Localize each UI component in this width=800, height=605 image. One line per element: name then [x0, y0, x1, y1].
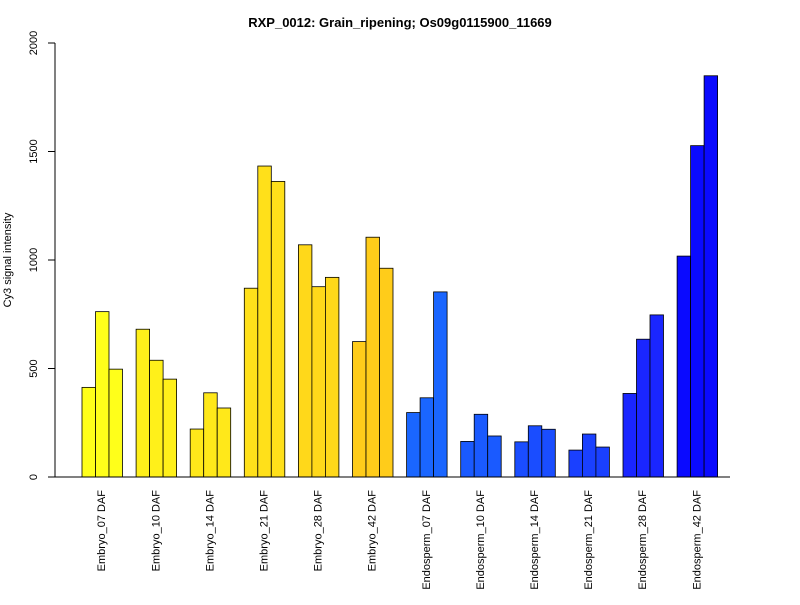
bar	[419, 397, 435, 478]
x-axis: Embryo_07 DAF Embryo_10 DAF Embryo_14 DAF E…	[55, 476, 730, 590]
bar	[582, 433, 597, 478]
bar	[433, 291, 448, 478]
x-tick-label: Endosperm_07 DAF	[421, 490, 433, 590]
y-tick-label: 500	[28, 359, 40, 377]
bars	[81, 75, 718, 478]
bar	[81, 386, 96, 478]
bar	[270, 181, 286, 478]
chart-title: RXP_0012: Grain_ripening; Os09g0115900_1…	[248, 15, 552, 30]
bar	[636, 338, 651, 478]
y-axis-label: Cy3 signal intensity	[2, 212, 14, 307]
bar	[541, 428, 556, 478]
bar	[216, 407, 232, 478]
x-tick-label: Endosperm_10 DAF	[475, 490, 487, 590]
bar	[297, 244, 313, 478]
x-tick-label: Embryo_21 DAF	[258, 490, 270, 572]
bar	[676, 255, 691, 478]
bar	[135, 328, 151, 478]
y-tick-label: 1000	[28, 248, 40, 272]
x-tick-label: Embryo_14 DAF	[204, 490, 216, 572]
bar	[162, 378, 178, 478]
bar	[108, 368, 123, 478]
bar	[595, 446, 610, 478]
y-tick-label: 2000	[28, 31, 40, 55]
bar	[527, 425, 543, 478]
bar	[622, 393, 637, 478]
bar	[324, 276, 340, 478]
x-tick-label: Endosperm_21 DAF	[583, 490, 595, 590]
bar	[352, 341, 367, 478]
bar	[568, 449, 583, 478]
bar	[149, 359, 164, 478]
bar	[95, 311, 110, 478]
x-tick-label: Embryo_07 DAF	[96, 490, 108, 572]
bar	[514, 441, 529, 478]
x-tick-label: Embryo_10 DAF	[150, 490, 162, 572]
bar	[257, 165, 272, 478]
y-tick-label: 0	[28, 474, 40, 480]
bar	[406, 412, 421, 478]
x-tick-label: Endosperm_28 DAF	[637, 490, 649, 590]
bar	[649, 314, 664, 478]
bar	[487, 435, 502, 478]
bar	[189, 428, 205, 478]
bar	[379, 267, 394, 478]
x-tick-label: Embryo_42 DAF	[367, 490, 379, 572]
bar	[473, 413, 489, 478]
x-tick-label: Embryo_28 DAF	[313, 490, 325, 572]
y-tick-label: 1500	[28, 139, 40, 163]
x-tick-label: Endosperm_42 DAF	[691, 490, 703, 590]
bar	[311, 286, 326, 478]
bar	[690, 145, 705, 478]
bar	[365, 236, 380, 478]
y-axis: 0 500 1000 1500 2000	[28, 31, 56, 480]
bar	[243, 287, 259, 478]
x-tick-label: Endosperm_14 DAF	[529, 490, 541, 590]
bar	[460, 441, 475, 478]
bar	[703, 75, 718, 478]
bar	[203, 392, 218, 478]
